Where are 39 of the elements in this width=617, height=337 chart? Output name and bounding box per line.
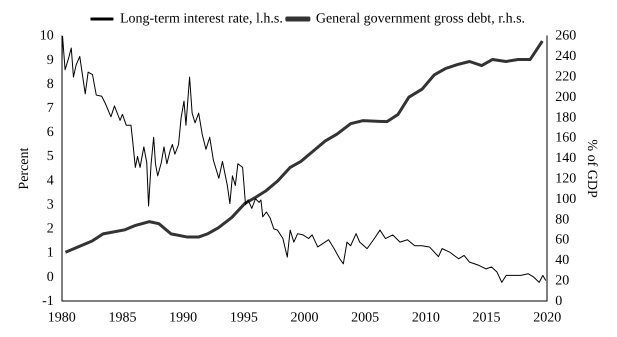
x-tick-label: 2000 [290, 310, 318, 326]
legend-label: General government gross debt, r.h.s. [316, 12, 526, 27]
y2-tick-label: 80 [555, 212, 570, 228]
y2-tick-label: 60 [555, 232, 570, 248]
x-tick-label: 2005 [351, 310, 380, 326]
x-tick-label: 2010 [412, 310, 440, 326]
y2-tick-label: 100 [555, 192, 576, 207]
y2-tick-label: 180 [555, 110, 576, 126]
y-tick-label: 2 [46, 222, 54, 237]
y2-tick-label: 260 [555, 28, 576, 44]
x-tick-label: 1990 [169, 310, 198, 326]
y2-tick-label: 20 [555, 273, 570, 288]
x-tick-label: 1995 [230, 310, 258, 326]
y-tick-label: 6 [46, 125, 54, 140]
y2-tick-label: 0 [555, 294, 562, 309]
y2-tick-label: 160 [555, 130, 576, 146]
x-tick-label: 2015 [472, 310, 501, 326]
x-tick-label: 2020 [533, 310, 562, 326]
y2-axis-title: % of GDP [584, 139, 599, 198]
x-tick-label: 1985 [108, 310, 136, 326]
y2-tick-label: 120 [555, 171, 576, 186]
y-axis-title: Percent [17, 148, 32, 190]
y-tick-label: 10 [40, 28, 54, 44]
y-tick-label: 5 [46, 149, 54, 164]
y-tick-label: -1 [42, 294, 54, 309]
x-tick-label: 1980 [48, 310, 76, 326]
y-tick-label: 8 [46, 76, 54, 92]
y2-tick-label: 140 [555, 151, 576, 166]
legend-label: Long-term interest rate, l.h.s. [120, 12, 283, 27]
y2-tick-label: 40 [555, 253, 570, 268]
y2-tick-label: 220 [555, 69, 576, 84]
y-tick-label: 4 [46, 173, 54, 188]
y-tick-label: 7 [46, 101, 54, 116]
y-tick-label: 3 [46, 197, 54, 212]
y2-tick-label: 240 [555, 49, 576, 64]
y-tick-label: 1 [46, 246, 54, 261]
y-tick-label: 0 [46, 270, 54, 285]
y-tick-label: 9 [46, 52, 54, 68]
y2-tick-label: 200 [555, 90, 576, 105]
